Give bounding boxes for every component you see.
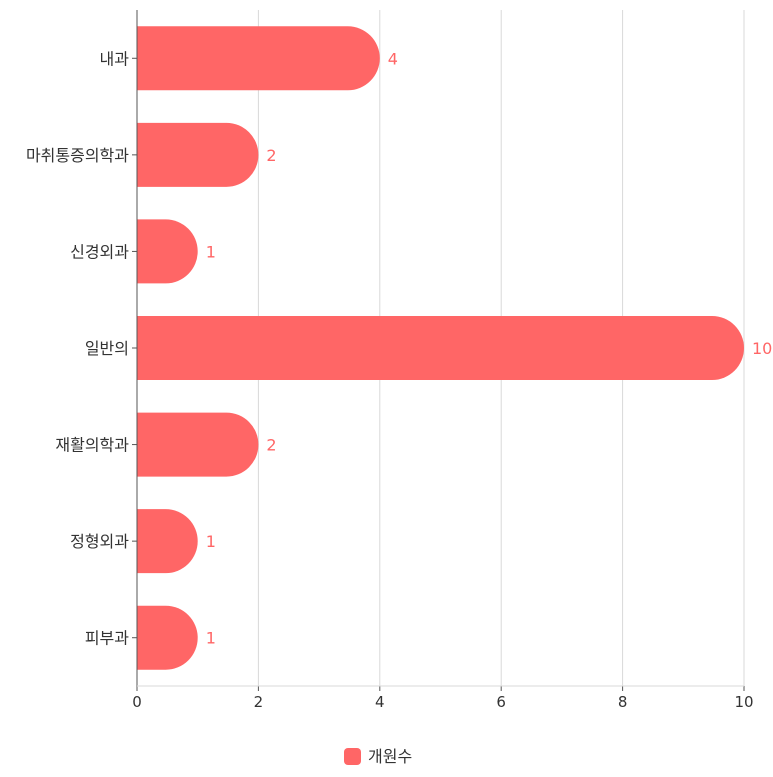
x-tick-label: 4 [375, 693, 385, 711]
y-category-label: 피부과 [85, 629, 129, 648]
y-category-label: 신경외과 [70, 242, 129, 261]
axes [132, 10, 745, 691]
bar-value-label: 1 [206, 242, 216, 261]
bar-1[interactable] [137, 122, 259, 187]
legend-label[interactable]: 개원수 [368, 747, 412, 766]
x-tick-label: 10 [734, 693, 753, 711]
bar-2[interactable] [137, 219, 198, 284]
bar-value-label: 10 [752, 339, 772, 358]
x-tick-label: 6 [496, 693, 506, 711]
labels: 0 2 4 6 8 10 내과 4 마취통증의학과 2 신경외과 1 일반의 10 재활의학과 2 정형외과 1 피… [26, 49, 772, 711]
bar-5[interactable] [137, 509, 198, 574]
y-category-label: 내과 [100, 49, 130, 68]
y-category-label: 마취통증의학과 [26, 146, 129, 165]
y-category-label: 정형외과 [70, 532, 129, 551]
bar-value-label: 4 [388, 49, 398, 68]
x-tick-label: 8 [618, 693, 628, 711]
y-category-label: 재활의학과 [55, 436, 129, 455]
bars [137, 26, 744, 670]
x-tick-label: 2 [254, 693, 264, 711]
bar-value-label: 2 [266, 146, 276, 165]
bar-value-label: 2 [266, 436, 276, 455]
bar-value-label: 1 [206, 629, 216, 648]
bar-6[interactable] [137, 605, 198, 670]
bar-value-label: 1 [206, 532, 216, 551]
bar-3[interactable] [137, 316, 744, 380]
x-tick-label: 0 [132, 693, 142, 711]
legend[interactable]: 개원수 [344, 747, 412, 766]
bar-0[interactable] [137, 26, 380, 91]
y-category-label: 일반의 [85, 339, 129, 358]
legend-swatch[interactable] [344, 748, 361, 765]
bar-4[interactable] [137, 412, 259, 477]
